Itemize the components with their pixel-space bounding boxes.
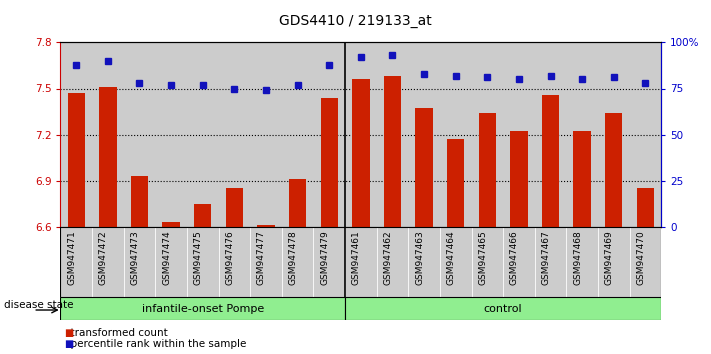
Bar — [99, 87, 117, 227]
Bar — [124, 227, 155, 297]
Bar — [471, 227, 503, 297]
Bar — [314, 42, 345, 227]
Bar — [282, 227, 314, 297]
Text: GSM947475: GSM947475 — [193, 230, 203, 285]
Bar — [630, 227, 661, 297]
Text: GSM947463: GSM947463 — [415, 230, 424, 285]
Text: GSM947477: GSM947477 — [257, 230, 266, 285]
Bar — [250, 227, 282, 297]
Text: GSM947470: GSM947470 — [636, 230, 646, 285]
Bar — [352, 79, 370, 227]
Bar — [162, 222, 180, 227]
Text: GSM947469: GSM947469 — [605, 230, 614, 285]
Text: GSM947474: GSM947474 — [162, 230, 171, 285]
Bar — [250, 42, 282, 227]
Bar — [314, 227, 345, 297]
Bar — [194, 204, 211, 227]
Bar — [440, 227, 471, 297]
Bar — [542, 95, 560, 227]
Text: GSM947466: GSM947466 — [510, 230, 519, 285]
Bar — [377, 227, 408, 297]
Text: infantile-onset Pompe: infantile-onset Pompe — [141, 304, 264, 314]
Text: GSM947471: GSM947471 — [68, 230, 76, 285]
Bar — [567, 227, 598, 297]
Bar — [345, 227, 377, 297]
Bar — [503, 42, 535, 227]
Bar — [124, 42, 155, 227]
Bar — [605, 113, 623, 227]
Bar — [440, 42, 471, 227]
Text: GSM947476: GSM947476 — [225, 230, 235, 285]
Text: ■: ■ — [64, 339, 73, 349]
Bar — [92, 42, 124, 227]
Bar — [218, 227, 250, 297]
Bar — [345, 42, 377, 227]
Bar — [321, 98, 338, 227]
Text: GSM947465: GSM947465 — [479, 230, 487, 285]
Bar — [447, 139, 464, 227]
Bar — [225, 188, 243, 227]
Bar — [503, 227, 535, 297]
Bar — [574, 131, 591, 227]
Text: GSM947468: GSM947468 — [573, 230, 582, 285]
Bar — [598, 227, 630, 297]
Bar — [92, 227, 124, 297]
Bar — [408, 227, 440, 297]
Text: percentile rank within the sample: percentile rank within the sample — [64, 339, 247, 349]
Bar — [510, 131, 528, 227]
Bar — [471, 42, 503, 227]
Bar — [637, 188, 654, 227]
Bar — [60, 42, 92, 227]
Bar — [282, 42, 314, 227]
Bar — [60, 227, 92, 297]
Bar — [289, 179, 306, 227]
Text: ■: ■ — [64, 328, 73, 338]
Bar — [384, 76, 401, 227]
Text: disease state: disease state — [4, 299, 73, 310]
Bar — [68, 93, 85, 227]
Text: GDS4410 / 219133_at: GDS4410 / 219133_at — [279, 14, 432, 28]
Bar — [345, 297, 661, 320]
Text: GSM947467: GSM947467 — [542, 230, 550, 285]
Bar — [155, 227, 187, 297]
Bar — [479, 113, 496, 227]
Text: GSM947478: GSM947478 — [289, 230, 298, 285]
Bar — [377, 42, 408, 227]
Bar — [155, 42, 187, 227]
Bar — [257, 225, 274, 227]
Bar — [187, 42, 218, 227]
Text: transformed count: transformed count — [64, 328, 168, 338]
Bar — [187, 227, 218, 297]
Bar — [415, 108, 433, 227]
Text: GSM947464: GSM947464 — [447, 230, 456, 285]
Bar — [131, 176, 148, 227]
Bar — [60, 297, 345, 320]
Bar — [567, 42, 598, 227]
Text: GSM947472: GSM947472 — [99, 230, 108, 285]
Bar — [408, 42, 440, 227]
Bar — [598, 42, 630, 227]
Bar — [218, 42, 250, 227]
Text: GSM947461: GSM947461 — [352, 230, 361, 285]
Text: GSM947473: GSM947473 — [131, 230, 139, 285]
Text: control: control — [483, 304, 523, 314]
Bar — [630, 42, 661, 227]
Bar — [535, 42, 567, 227]
Text: GSM947462: GSM947462 — [383, 230, 392, 285]
Bar — [535, 227, 567, 297]
Text: GSM947479: GSM947479 — [320, 230, 329, 285]
